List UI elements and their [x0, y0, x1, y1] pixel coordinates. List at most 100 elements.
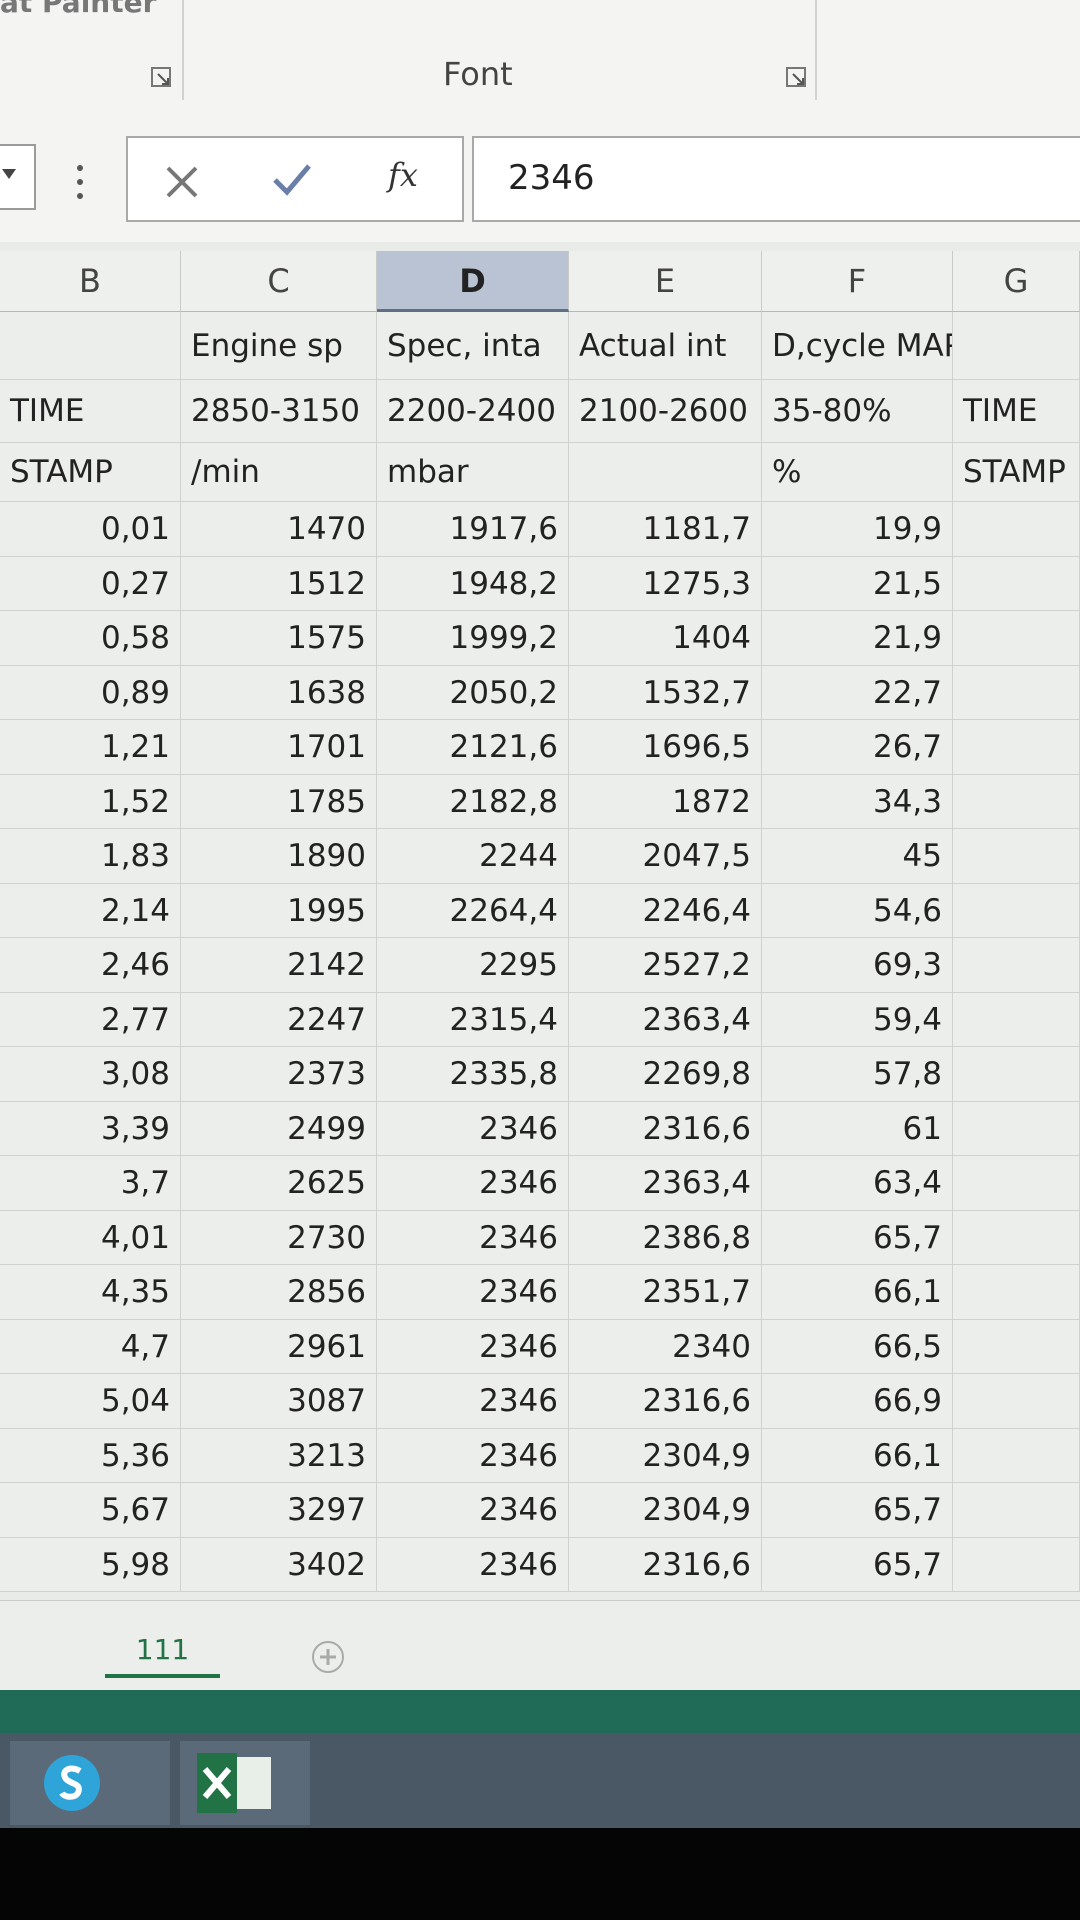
cell[interactable]: 45 [762, 829, 953, 884]
cell[interactable]: 2856 [181, 1265, 377, 1320]
cell[interactable]: 3297 [181, 1483, 377, 1538]
cell[interactable]: 1181,7 [569, 502, 762, 557]
cell[interactable]: 2961 [181, 1319, 377, 1374]
column-header[interactable]: E [569, 251, 762, 312]
cell[interactable] [953, 938, 1080, 993]
cell[interactable]: 57,8 [762, 1047, 953, 1102]
cell[interactable]: STAMP [0, 443, 181, 502]
cell[interactable]: 0,27 [0, 556, 181, 611]
cell[interactable]: 65,7 [762, 1210, 953, 1265]
cell[interactable]: Engine sp [181, 312, 377, 380]
cell[interactable]: 1785 [181, 774, 377, 829]
cell[interactable]: 2,46 [0, 938, 181, 993]
cell[interactable]: 5,36 [0, 1428, 181, 1483]
cell[interactable]: 2247 [181, 992, 377, 1047]
cell[interactable]: 3402 [181, 1537, 377, 1592]
cell[interactable]: D,cycle MAP [762, 312, 953, 380]
dropdown-arrow[interactable] [0, 167, 20, 183]
column-header[interactable]: D [377, 251, 569, 312]
cell[interactable]: 3087 [181, 1374, 377, 1429]
cell[interactable] [953, 1210, 1080, 1265]
cell[interactable]: STAMP [953, 443, 1080, 502]
cell[interactable]: 1696,5 [569, 720, 762, 775]
cell[interactable]: 2346 [377, 1210, 569, 1265]
cell[interactable]: 2730 [181, 1210, 377, 1265]
column-header[interactable]: C [181, 251, 377, 312]
cell[interactable]: 1532,7 [569, 665, 762, 720]
cell[interactable]: Actual int [569, 312, 762, 380]
cell[interactable]: 59,4 [762, 992, 953, 1047]
cell[interactable]: 2340 [569, 1319, 762, 1374]
cell[interactable]: 61 [762, 1101, 953, 1156]
cell[interactable]: 2346 [377, 1537, 569, 1592]
format-painter-label[interactable]: at Painter [0, 0, 157, 19]
cell[interactable]: 2346 [377, 1319, 569, 1374]
cell[interactable]: 2625 [181, 1156, 377, 1211]
cell[interactable]: 2244 [377, 829, 569, 884]
cell[interactable]: 34,3 [762, 774, 953, 829]
cell[interactable]: 66,1 [762, 1265, 953, 1320]
cell[interactable]: 66,5 [762, 1319, 953, 1374]
cell[interactable]: 1701 [181, 720, 377, 775]
cell[interactable] [0, 312, 181, 380]
cell[interactable] [953, 992, 1080, 1047]
cell[interactable] [953, 1483, 1080, 1538]
cell[interactable]: 2047,5 [569, 829, 762, 884]
cell[interactable]: 3213 [181, 1428, 377, 1483]
skype-icon[interactable] [40, 1751, 104, 1815]
more-icon[interactable] [75, 162, 85, 202]
column-header[interactable]: F [762, 251, 953, 312]
cell[interactable]: 2264,4 [377, 883, 569, 938]
cell[interactable] [953, 1374, 1080, 1429]
cell[interactable]: 2499 [181, 1101, 377, 1156]
cell[interactable]: 26,7 [762, 720, 953, 775]
cell[interactable]: 1575 [181, 611, 377, 666]
cell[interactable]: 2,14 [0, 883, 181, 938]
sheet-tab[interactable]: 111 [105, 1633, 220, 1678]
cell[interactable]: 1275,3 [569, 556, 762, 611]
cell[interactable]: 0,58 [0, 611, 181, 666]
cell[interactable]: 66,1 [762, 1428, 953, 1483]
excel-icon[interactable] [195, 1753, 275, 1813]
cell[interactable]: 19,9 [762, 502, 953, 557]
cell[interactable]: 2200-2400 [377, 380, 569, 443]
cell[interactable]: 22,7 [762, 665, 953, 720]
cell[interactable]: 2121,6 [377, 720, 569, 775]
cell[interactable]: 2316,6 [569, 1101, 762, 1156]
cell[interactable]: 2,77 [0, 992, 181, 1047]
cell[interactable]: 2316,6 [569, 1537, 762, 1592]
cell[interactable]: 66,9 [762, 1374, 953, 1429]
cell[interactable]: 2346 [377, 1265, 569, 1320]
cell[interactable]: 69,3 [762, 938, 953, 993]
cell[interactable]: 21,9 [762, 611, 953, 666]
cell[interactable]: 0,89 [0, 665, 181, 720]
cell[interactable]: 4,01 [0, 1210, 181, 1265]
name-box[interactable] [0, 144, 36, 210]
cell[interactable]: 1917,6 [377, 502, 569, 557]
cell[interactable]: 54,6 [762, 883, 953, 938]
cell[interactable]: 2246,4 [569, 883, 762, 938]
cell[interactable]: 1,21 [0, 720, 181, 775]
cell[interactable]: 2304,9 [569, 1483, 762, 1538]
cell[interactable]: 5,98 [0, 1537, 181, 1592]
cell[interactable]: Spec, inta [377, 312, 569, 380]
cell[interactable] [953, 1537, 1080, 1592]
column-header[interactable]: B [0, 251, 181, 312]
cell[interactable]: 2295 [377, 938, 569, 993]
cell[interactable]: 1,83 [0, 829, 181, 884]
cell[interactable]: 4,7 [0, 1319, 181, 1374]
cell[interactable]: 65,7 [762, 1483, 953, 1538]
enter-button[interactable] [272, 162, 312, 198]
cell[interactable]: 1512 [181, 556, 377, 611]
cell[interactable]: 1948,2 [377, 556, 569, 611]
cell[interactable] [953, 1101, 1080, 1156]
cell[interactable]: 5,04 [0, 1374, 181, 1429]
cell[interactable] [953, 774, 1080, 829]
cell[interactable] [953, 1428, 1080, 1483]
column-header[interactable]: G [953, 251, 1080, 312]
cell[interactable]: 2100-2600 [569, 380, 762, 443]
cell[interactable] [953, 720, 1080, 775]
insert-function-button[interactable]: fx [388, 156, 418, 194]
cell[interactable]: 63,4 [762, 1156, 953, 1211]
cell[interactable]: 5,67 [0, 1483, 181, 1538]
